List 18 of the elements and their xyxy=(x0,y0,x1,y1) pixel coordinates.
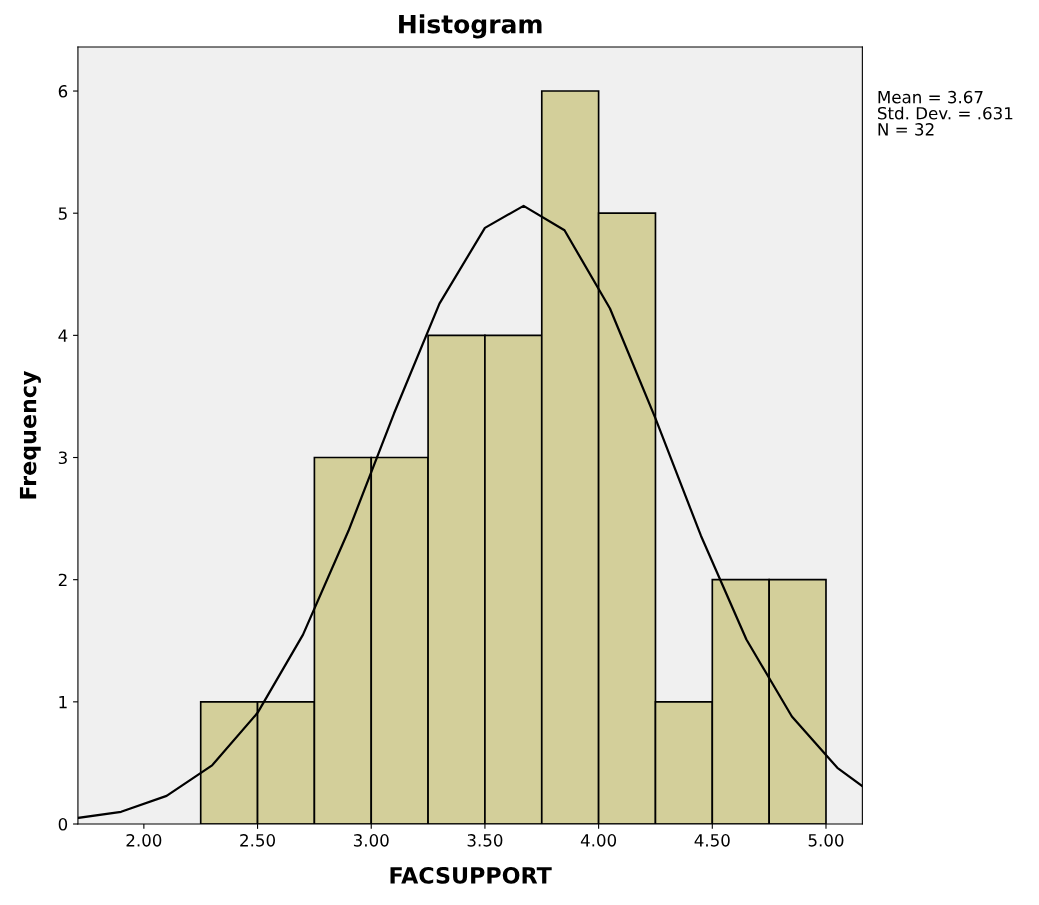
x-tick-label: 5.00 xyxy=(808,834,844,847)
x-tick-label: 4.50 xyxy=(694,834,730,847)
y-tick-label: 1 xyxy=(59,696,67,709)
y-tick-label: 2 xyxy=(58,573,67,587)
text: Mean = 3.67 Std. Dev. = .631 N = 32 xyxy=(878,90,1013,136)
y-tick-label: 6 xyxy=(58,85,68,98)
chart-title: Histogram xyxy=(399,14,542,39)
x-tick-label: 2.00 xyxy=(126,834,162,847)
y-tick-label: 4 xyxy=(58,329,68,342)
x-axis-title: FACSUPPORT xyxy=(390,866,552,884)
y-tick-label: 0 xyxy=(58,817,68,831)
y-axis-title: Frequency xyxy=(19,370,41,499)
x-tick-label: 2.50 xyxy=(240,834,275,847)
x-tick-label: 3.50 xyxy=(467,834,503,847)
x-tick-label: 3.00 xyxy=(353,834,389,847)
y-tick-label: 3 xyxy=(58,451,67,465)
x-tick-label: 4.00 xyxy=(580,834,617,847)
y-tick-label: 5 xyxy=(58,207,67,220)
